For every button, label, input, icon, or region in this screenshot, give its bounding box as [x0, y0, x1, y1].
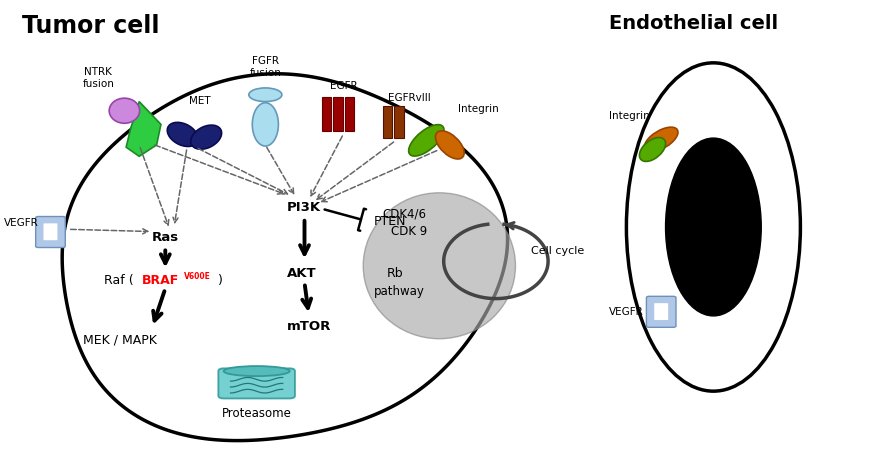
- Text: Integrin: Integrin: [458, 104, 498, 114]
- Ellipse shape: [252, 103, 278, 147]
- FancyBboxPatch shape: [653, 303, 667, 320]
- Text: Integrin: Integrin: [608, 111, 649, 121]
- FancyBboxPatch shape: [36, 217, 65, 248]
- Ellipse shape: [249, 89, 282, 102]
- Ellipse shape: [434, 131, 464, 160]
- Text: CDK4/6: CDK4/6: [382, 207, 427, 220]
- Text: AKT: AKT: [287, 267, 316, 279]
- Ellipse shape: [223, 366, 289, 376]
- Text: FGFR
fusion: FGFR fusion: [249, 56, 281, 77]
- Ellipse shape: [644, 128, 677, 152]
- Ellipse shape: [109, 99, 139, 124]
- Text: Cell cycle: Cell cycle: [530, 245, 583, 255]
- Bar: [344, 98, 354, 132]
- Text: MEK / MAPK: MEK / MAPK: [83, 333, 156, 345]
- Bar: [382, 107, 392, 139]
- FancyBboxPatch shape: [646, 297, 675, 328]
- Text: EGFRvIII: EGFRvIII: [387, 92, 430, 102]
- Text: MET: MET: [189, 96, 210, 106]
- Text: pathway: pathway: [374, 285, 424, 298]
- Text: PTEN: PTEN: [374, 214, 406, 227]
- Text: BRAF: BRAF: [142, 273, 179, 286]
- Text: VEGFR: VEGFR: [608, 307, 643, 317]
- Polygon shape: [126, 102, 161, 157]
- Ellipse shape: [639, 138, 665, 162]
- Bar: [322, 98, 331, 132]
- Text: Proteasome: Proteasome: [222, 406, 291, 419]
- Text: mTOR: mTOR: [287, 319, 331, 332]
- Text: Tumor cell: Tumor cell: [22, 14, 159, 38]
- Text: CDK 9: CDK 9: [391, 224, 428, 237]
- Polygon shape: [62, 75, 507, 440]
- Ellipse shape: [665, 139, 760, 316]
- FancyBboxPatch shape: [43, 224, 57, 241]
- Ellipse shape: [167, 123, 198, 147]
- Text: Raf (: Raf (: [104, 273, 134, 286]
- Text: Rb: Rb: [387, 267, 403, 279]
- Ellipse shape: [408, 126, 443, 157]
- Bar: [394, 107, 403, 139]
- Text: V600E: V600E: [183, 272, 210, 281]
- Text: VEGFR: VEGFR: [4, 218, 39, 228]
- Ellipse shape: [363, 193, 514, 339]
- FancyBboxPatch shape: [218, 369, 295, 399]
- Text: ): ): [217, 273, 222, 286]
- Ellipse shape: [626, 64, 799, 391]
- Text: Endothelial cell: Endothelial cell: [608, 14, 777, 33]
- Text: NTRK
fusion: NTRK fusion: [83, 67, 114, 89]
- Bar: [333, 98, 342, 132]
- Text: EGFR: EGFR: [329, 81, 357, 91]
- Ellipse shape: [190, 126, 222, 150]
- Text: PI3K: PI3K: [287, 201, 321, 213]
- Text: Ras: Ras: [151, 230, 179, 243]
